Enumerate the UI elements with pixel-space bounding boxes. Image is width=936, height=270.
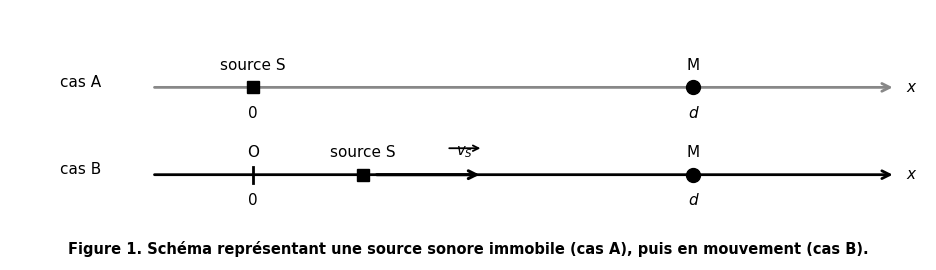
Text: Figure 1. Schéma représentant une source sonore immobile (cas A), puis en mouvem: Figure 1. Schéma représentant une source… xyxy=(68,241,868,257)
Text: O: O xyxy=(246,145,258,160)
Text: d: d xyxy=(688,193,697,208)
Text: cas A: cas A xyxy=(60,75,101,90)
Text: d: d xyxy=(688,106,697,121)
Text: 0: 0 xyxy=(248,106,257,121)
Text: source S: source S xyxy=(329,145,395,160)
Text: x: x xyxy=(905,167,914,182)
Text: x: x xyxy=(905,80,914,95)
Text: source S: source S xyxy=(220,58,285,73)
Text: M: M xyxy=(686,145,699,160)
Text: 0: 0 xyxy=(248,193,257,208)
Text: M: M xyxy=(686,58,699,73)
Text: $\it{v}_S$: $\it{v}_S$ xyxy=(456,144,473,160)
Text: cas B: cas B xyxy=(60,162,101,177)
